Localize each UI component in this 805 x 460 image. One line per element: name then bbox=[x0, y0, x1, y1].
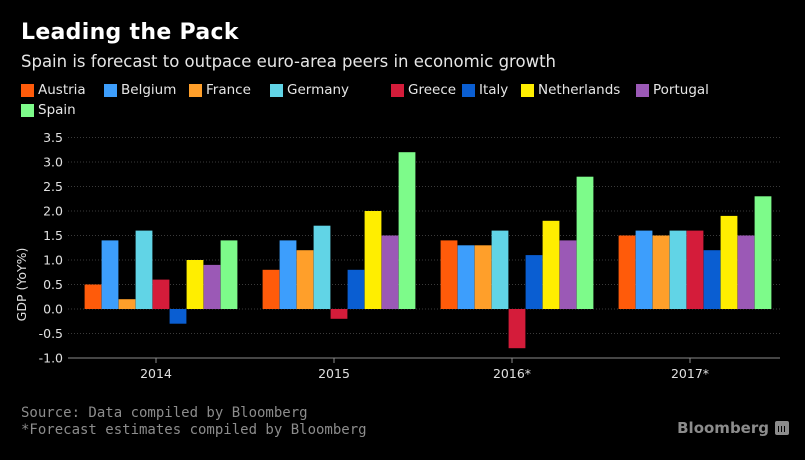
legend-label: Belgium bbox=[121, 82, 177, 98]
legend-item-germany: Germany bbox=[270, 82, 349, 98]
y-tick-label: 0.5 bbox=[43, 277, 63, 292]
bar-chart: 3.5 3.0 2.5 2.0 1.5 1.0 0.5 0.0 -0.5 -1.0 GDP (YoY… bbox=[14, 130, 780, 381]
x-tick-label: 2017* bbox=[671, 366, 709, 381]
bar-austria-2016 bbox=[440, 240, 458, 309]
y-tick-label: -1.0 bbox=[39, 351, 63, 366]
bar-netherlands-2017 bbox=[720, 215, 738, 309]
bar-netherlands-2015 bbox=[364, 211, 382, 309]
legend-swatch bbox=[391, 83, 404, 97]
legend-swatch bbox=[270, 83, 283, 97]
bar-belgium-2017 bbox=[635, 230, 653, 309]
legend-swatch bbox=[521, 83, 534, 97]
chart-subtitle: Spain is forecast to outpace euro-area p… bbox=[21, 52, 556, 71]
source-note: Source: Data compiled by Bloomberg bbox=[21, 405, 308, 421]
legend-item-france: France bbox=[189, 82, 251, 98]
y-tick-label: 3.0 bbox=[43, 155, 63, 170]
legend-swatch bbox=[462, 83, 475, 97]
bar-portugal-2015 bbox=[381, 235, 399, 309]
legend-item-portugal: Portugal bbox=[636, 82, 709, 98]
bar-italy-2016 bbox=[525, 255, 543, 309]
y-tick-label: 3.5 bbox=[43, 130, 63, 145]
bar-netherlands-2016 bbox=[542, 220, 560, 309]
legend-item-italy: Italy bbox=[462, 82, 508, 98]
bar-spain-2016 bbox=[576, 176, 594, 309]
bar-france-2015 bbox=[296, 250, 314, 309]
legend-item-greece: Greece bbox=[391, 82, 456, 98]
bar-belgium-2016 bbox=[457, 245, 475, 309]
legend-label: Italy bbox=[479, 82, 509, 98]
legend-swatch bbox=[636, 83, 649, 97]
bar-spain-2014 bbox=[220, 240, 238, 309]
forecast-note: *Forecast estimates compiled by Bloomber… bbox=[21, 422, 367, 438]
legend-label: Spain bbox=[38, 102, 76, 118]
legend-label: France bbox=[206, 82, 251, 98]
bar-france-2014 bbox=[118, 299, 136, 309]
bar-austria-2014 bbox=[84, 284, 102, 309]
y-tick-label: 2.5 bbox=[43, 179, 63, 194]
bar-portugal-2017 bbox=[737, 235, 755, 309]
footer-notes: Source: Data compiled by Bloomberg *Fore… bbox=[21, 405, 367, 439]
brand-name: Bloomberg bbox=[677, 419, 769, 437]
bar-netherlands-2014 bbox=[186, 260, 204, 309]
legend-item-netherlands: Netherlands bbox=[521, 82, 620, 98]
bar-belgium-2014 bbox=[101, 240, 119, 309]
legend-label: Austria bbox=[38, 82, 86, 98]
bar-france-2016 bbox=[474, 245, 492, 309]
y-tick-label: 1.5 bbox=[43, 228, 63, 243]
bar-greece-2017 bbox=[686, 230, 704, 309]
legend-swatch bbox=[21, 103, 34, 117]
y-tick-label: 1.0 bbox=[43, 253, 63, 268]
legend-swatch bbox=[21, 83, 34, 97]
legend-label: Greece bbox=[408, 82, 457, 98]
y-tick-label: 0.0 bbox=[43, 302, 63, 317]
x-tick-label: 2016* bbox=[493, 366, 531, 381]
x-tick-label: 2014 bbox=[140, 366, 172, 381]
bloomberg-chart-icon bbox=[775, 421, 789, 435]
y-tick-label: 2.0 bbox=[43, 204, 63, 219]
bar-italy-2017 bbox=[703, 250, 721, 309]
legend-item-spain: Spain bbox=[21, 102, 76, 118]
bar-austria-2015 bbox=[262, 269, 280, 309]
bar-belgium-2015 bbox=[279, 240, 297, 309]
legend-item-austria: Austria bbox=[21, 82, 86, 98]
bar-spain-2017 bbox=[754, 196, 772, 309]
bar-germany-2016 bbox=[491, 230, 509, 309]
bar-italy-2014 bbox=[169, 309, 187, 324]
bar-austria-2017 bbox=[618, 235, 636, 309]
chart-title: Leading the Pack bbox=[21, 20, 239, 45]
bar-portugal-2016 bbox=[559, 240, 577, 309]
x-tick-label: 2015 bbox=[318, 366, 350, 381]
legend-label: Portugal bbox=[653, 82, 709, 98]
bar-portugal-2014 bbox=[203, 264, 221, 309]
legend-item-belgium: Belgium bbox=[104, 82, 176, 98]
legend-swatch bbox=[189, 83, 202, 97]
y-tick-label: -0.5 bbox=[39, 326, 63, 341]
bar-italy-2015 bbox=[347, 269, 365, 309]
bar-germany-2017 bbox=[669, 230, 687, 309]
legend-label: Germany bbox=[287, 82, 350, 98]
bar-greece-2016 bbox=[508, 309, 526, 349]
bar-spain-2015 bbox=[398, 152, 416, 309]
bar-germany-2014 bbox=[135, 230, 153, 309]
brand-logo: Bloomberg bbox=[677, 419, 789, 437]
legend-swatch bbox=[104, 83, 117, 97]
bar-greece-2015 bbox=[330, 309, 348, 319]
legend-label: Netherlands bbox=[538, 82, 621, 98]
bar-france-2017 bbox=[652, 235, 670, 309]
bar-greece-2014 bbox=[152, 279, 170, 309]
y-axis-label: GDP (YoY%) bbox=[14, 248, 29, 322]
bar-germany-2015 bbox=[313, 225, 331, 309]
